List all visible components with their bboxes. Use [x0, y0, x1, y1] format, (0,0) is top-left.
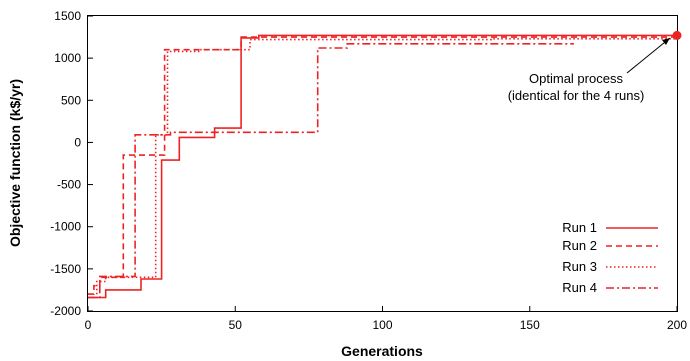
x-axis-ticks: 0 50 100 150 200	[85, 306, 687, 332]
y-tick-label: 1500	[54, 9, 81, 23]
x-tick-label: 200	[667, 318, 687, 332]
y-tick-label: 500	[61, 93, 81, 107]
plot-area-frame	[87, 15, 678, 312]
y-tick-label: -500	[57, 178, 81, 192]
y-tick-label: 0	[74, 135, 81, 149]
optimal-annotation: Optimal process (identical for the 4 run…	[508, 30, 682, 103]
y-axis-label: Objective function (k$/yr)	[7, 79, 23, 247]
legend-label-run3: Run 3	[562, 259, 597, 274]
y-tick-label: -1500	[50, 262, 81, 276]
y-tick-label: -1000	[50, 220, 81, 234]
x-tick-label: 0	[85, 318, 92, 332]
annotation-line-1: Optimal process	[529, 71, 623, 86]
annotation-arrow-head	[662, 38, 670, 45]
y-tick-label: -2000	[50, 304, 81, 318]
y-axis-ticks: -2000 -1500 -1000 -500 0 500 1000 1500	[50, 9, 93, 318]
annotation-arrow-line	[626, 37, 671, 74]
legend-label-run2: Run 2	[562, 238, 597, 253]
optimal-point-marker	[672, 30, 682, 40]
series-line-run3	[88, 37, 677, 299]
x-tick-label: 150	[520, 318, 540, 332]
series-line-run1	[88, 34, 677, 299]
plot-lines	[88, 34, 677, 299]
series-line-run2	[88, 36, 677, 295]
series-line-run4	[88, 42, 574, 299]
y-tick-label: 1000	[54, 51, 81, 65]
legend-label-run1: Run 1	[562, 220, 597, 235]
legend: Run 1 Run 2 Run 3 Run 4	[562, 220, 658, 295]
x-tick-label: 100	[372, 318, 392, 332]
x-axis-label: Generations	[341, 343, 423, 359]
legend-label-run4: Run 4	[562, 280, 597, 295]
x-tick-label: 50	[229, 318, 243, 332]
annotation-line-2: (identical for the 4 runs)	[508, 88, 645, 103]
